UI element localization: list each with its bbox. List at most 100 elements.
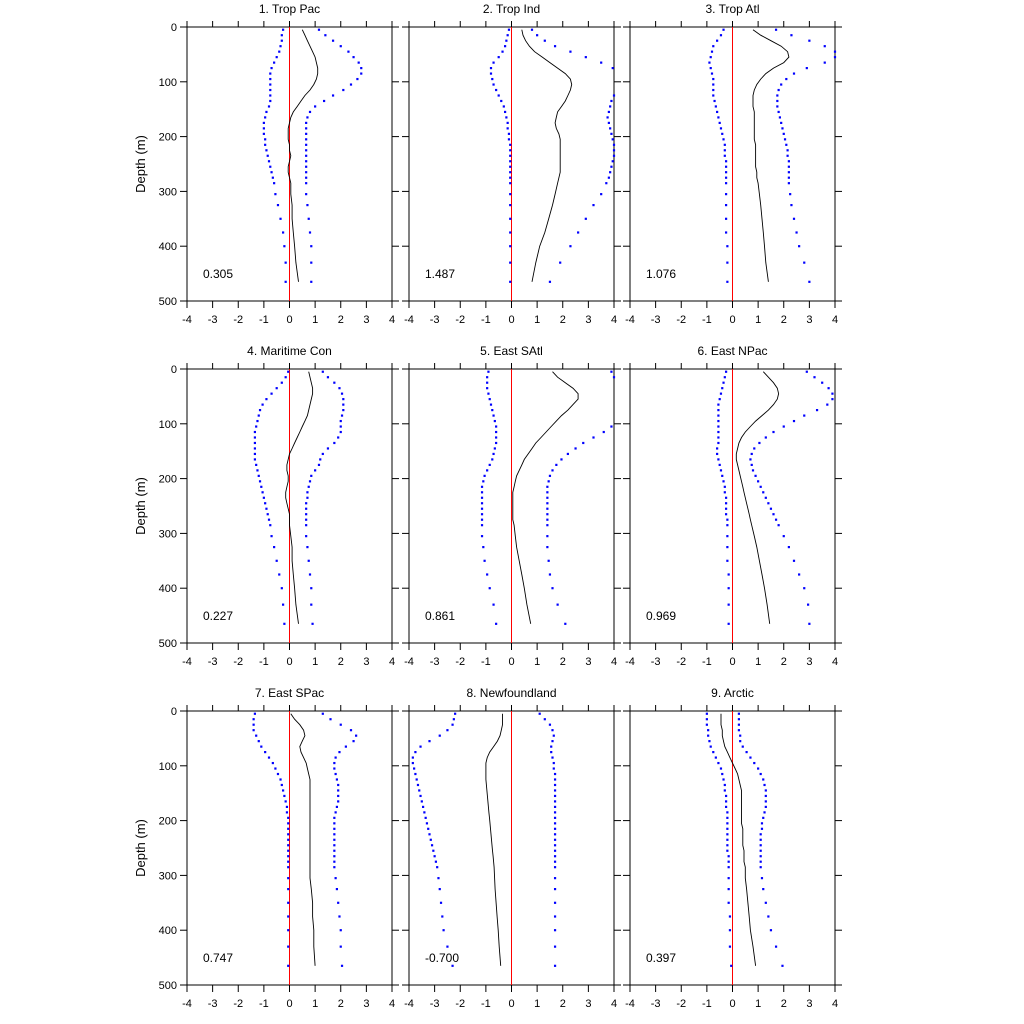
lower-bound-point	[280, 381, 283, 384]
x-tick-label: -1	[702, 656, 712, 668]
lower-bound-point	[287, 915, 290, 918]
lower-bound-point	[726, 546, 729, 549]
upper-bound-point	[774, 28, 778, 31]
lower-bound-point	[708, 740, 711, 743]
upper-bound-point	[760, 877, 764, 880]
upper-bound-point	[751, 469, 755, 472]
lower-bound-point	[255, 463, 258, 466]
x-tick-label: -1	[259, 656, 269, 668]
x-tick-label: 3	[363, 656, 369, 668]
upper-bound-point	[308, 110, 312, 114]
upper-bound-point	[344, 745, 347, 748]
panel-title: 1. Trop Pac	[259, 2, 320, 16]
upper-bound-point	[602, 430, 605, 434]
upper-bound-point	[803, 414, 806, 417]
panel-title: 5. East SAtl	[480, 344, 543, 358]
lower-bound-point	[727, 587, 730, 590]
lower-bound-point	[413, 767, 416, 770]
x-tick-label: -3	[208, 314, 218, 326]
lower-bound-point	[261, 403, 264, 406]
x-tick-label: 4	[611, 314, 617, 326]
lower-bound-point	[280, 34, 283, 37]
upper-bound-point	[342, 398, 345, 401]
upper-bound-point	[750, 463, 753, 466]
lower-bound-point	[269, 83, 272, 86]
upper-bound-point	[342, 88, 345, 92]
upper-bound-point	[757, 767, 760, 770]
y-tick-label: 0	[171, 364, 177, 376]
upper-bound-point	[759, 866, 762, 869]
upper-bound-point	[609, 171, 612, 174]
lower-bound-point	[480, 535, 484, 538]
panel-title: 9. Arctic	[711, 686, 754, 700]
upper-bound-point	[787, 176, 790, 179]
upper-bound-point	[543, 718, 546, 721]
upper-bound-point	[310, 245, 313, 248]
upper-bound-point	[311, 622, 314, 625]
upper-bound-point	[536, 34, 539, 37]
lower-bound-point	[489, 72, 493, 75]
upper-bound-point	[305, 182, 308, 185]
lower-bound-point	[273, 61, 276, 64]
upper-bound-point	[808, 622, 811, 625]
upper-bound-point	[306, 496, 309, 499]
lower-bound-point	[719, 392, 723, 395]
lower-bound-point	[730, 964, 733, 967]
upper-bound-point	[546, 502, 549, 505]
lower-bound-point	[256, 419, 259, 423]
upper-bound-point	[780, 83, 783, 86]
lower-bound-point	[712, 88, 715, 92]
upper-bound-point	[333, 838, 336, 841]
lower-bound-point	[492, 452, 495, 456]
upper-bound-point	[339, 430, 342, 434]
upper-bound-point	[307, 217, 310, 220]
y-tick-label: 0	[171, 22, 177, 34]
y-tick-label: 500	[159, 980, 177, 992]
lower-bound-point	[284, 376, 287, 379]
panel-value: 1.487	[425, 267, 455, 281]
y-tick-label: 200	[159, 132, 177, 144]
lower-bound-point	[287, 945, 290, 948]
x-tick-label: 1	[312, 998, 318, 1010]
upper-bound-point	[333, 381, 336, 384]
upper-bound-point	[762, 491, 765, 494]
lower-bound-point	[271, 761, 274, 765]
upper-bound-point	[798, 245, 801, 248]
lower-bound-point	[723, 149, 726, 152]
panel-title: 4. Maritime Con	[247, 344, 332, 358]
lower-bound-point	[273, 182, 276, 185]
lower-bound-point	[705, 712, 708, 715]
upper-bound-point	[786, 149, 789, 152]
upper-bound-point	[805, 370, 808, 373]
x-tick-label: 1	[755, 998, 761, 1010]
upper-bound-point	[305, 502, 308, 505]
lower-bound-point	[428, 833, 431, 836]
upper-bound-point	[787, 546, 790, 549]
lower-bound-point	[724, 182, 728, 185]
lower-bound-point	[506, 127, 509, 130]
lower-bound-point	[728, 915, 732, 918]
lower-bound-point	[726, 833, 729, 836]
lower-bound-point	[287, 855, 290, 858]
lower-bound-point	[256, 469, 259, 472]
lower-bound-point	[509, 231, 512, 234]
upper-bound-point	[546, 513, 549, 516]
upper-bound-point	[760, 822, 764, 825]
lower-bound-point	[724, 496, 728, 499]
upper-bound-point	[551, 756, 554, 759]
lower-bound-point	[266, 513, 269, 516]
x-tick-label: 1	[755, 656, 761, 668]
upper-bound-point	[610, 425, 613, 428]
upper-bound-point	[553, 822, 557, 825]
lower-bound-point	[253, 447, 257, 450]
lower-bound-point	[283, 622, 286, 625]
upper-bound-point	[308, 573, 312, 576]
lower-bound-point	[727, 877, 730, 880]
upper-bound-point	[321, 452, 324, 456]
lower-bound-point	[716, 110, 719, 114]
lower-bound-point	[495, 430, 498, 434]
lower-bound-point	[269, 88, 272, 92]
lower-bound-point	[509, 280, 512, 283]
lower-bound-point	[486, 387, 489, 390]
x-tick-label: 2	[338, 998, 344, 1010]
